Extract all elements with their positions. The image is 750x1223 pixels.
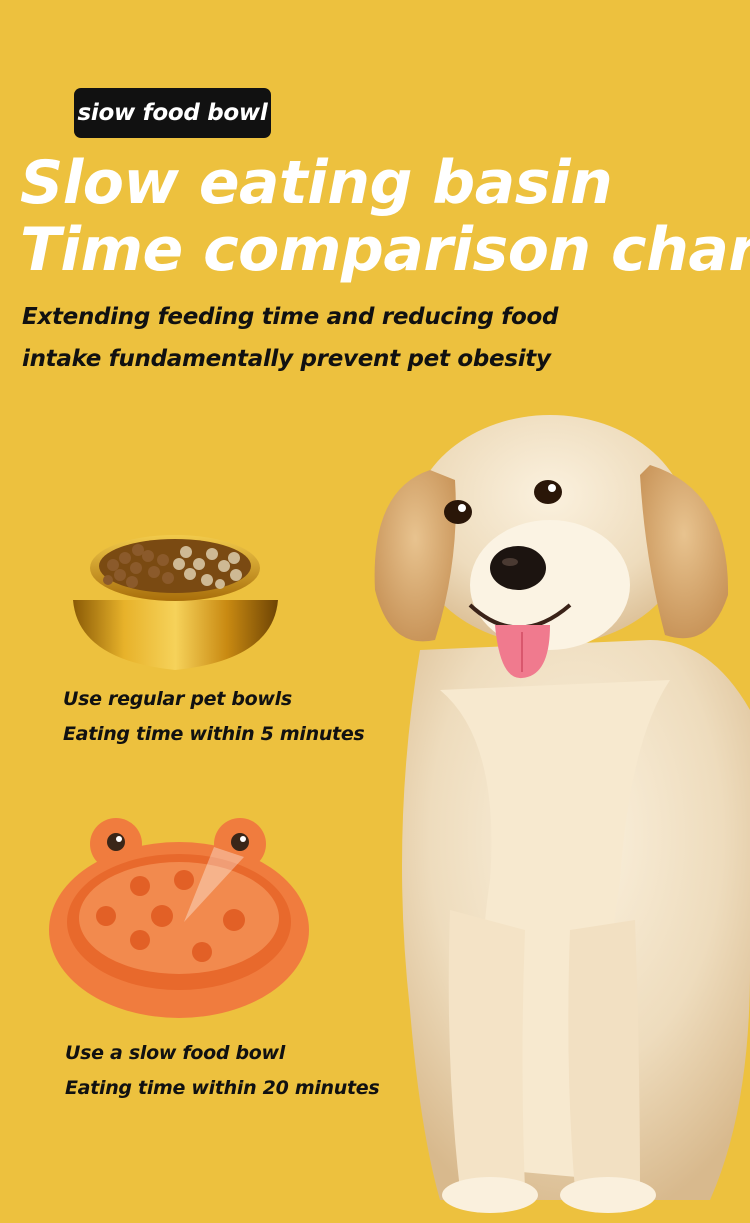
subtitle-line-1: Extending feeding time and reducing food: [22, 304, 559, 330]
slow-bowl-caption-line-2: Eating time within 20 minutes: [65, 1077, 380, 1099]
regular-bowl-caption-line-2: Eating time within 5 minutes: [63, 723, 365, 745]
page-title-line-1: Slow eating basin: [20, 148, 613, 218]
regular-bowl-caption-line-1: Use regular pet bowls: [63, 688, 292, 710]
page-title-line-2: Time comparison chart: [20, 215, 750, 285]
slow-food-bowl-image: [49, 818, 309, 1018]
golden-retriever-dog-image: [374, 415, 750, 1213]
regular-pet-bowl-image: [73, 535, 278, 670]
product-badge: siow food bowl: [74, 88, 271, 138]
subtitle-line-2: intake fundamentally prevent pet obesity: [22, 346, 551, 372]
slow-bowl-caption-line-1: Use a slow food bowl: [65, 1042, 286, 1064]
